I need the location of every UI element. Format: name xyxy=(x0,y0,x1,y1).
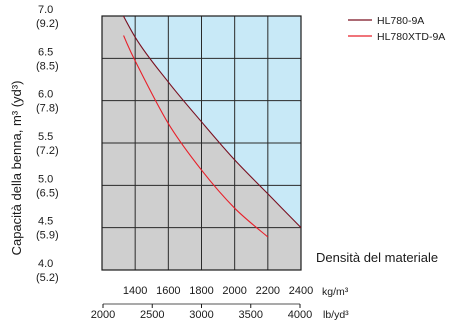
x-axis-ticks-primary: 1400 1600 1800 2000 2200 2400 xyxy=(123,285,313,297)
y-tick-label: 6.0 xyxy=(38,89,53,101)
y-tick-label-imperial: (9.2) xyxy=(36,18,59,30)
x-axis-title: Densità del materiale xyxy=(316,250,438,265)
y-tick-label-imperial: (5.9) xyxy=(36,230,59,242)
x-tick-label-metric: 2000 xyxy=(222,285,246,297)
x-unit-secondary: lb/yd³ xyxy=(323,309,349,321)
x-tick-label-imperial: 3500 xyxy=(239,309,263,321)
y-tick-label: 5.5 xyxy=(38,131,53,143)
x-tick-label-metric: 1600 xyxy=(156,285,180,297)
x-tick-label-imperial: 2000 xyxy=(91,309,115,321)
x-tick-label-imperial: 4000 xyxy=(288,309,312,321)
x-tick-label-metric: 2200 xyxy=(256,285,280,297)
y-tick-label: 6.5 xyxy=(38,46,53,58)
y-axis-ticks: 7.0 (9.2) 6.5 (8.5) 6.0 (7.8) 5.5 (7.2) 5.0 (6.5)… xyxy=(36,4,59,284)
x-tick-label-metric: 1400 xyxy=(123,285,147,297)
x-axis-ticks-secondary: 2000 2500 3000 3500 4000 xyxy=(91,303,312,321)
y-tick-label: 4.0 xyxy=(38,258,53,270)
legend-label: HL780-9A xyxy=(377,15,424,27)
x-tick-label-imperial: 2500 xyxy=(140,309,164,321)
legend: HL780-9A HL780XTD-9A xyxy=(348,15,445,43)
y-tick-label: 7.0 xyxy=(38,4,53,16)
y-tick-label-imperial: (7.2) xyxy=(36,145,59,157)
y-tick-label-imperial: (6.5) xyxy=(36,187,59,199)
y-tick-label-imperial: (8.5) xyxy=(36,60,59,72)
legend-label: HL780XTD-9A xyxy=(377,31,445,43)
series-line-hl780xtd-9a xyxy=(123,35,269,238)
x-tick-label-metric: 2400 xyxy=(289,285,313,297)
y-axis-title: Capacità della benna, m³ (yd³) xyxy=(9,81,24,256)
series-layer xyxy=(122,16,301,238)
y-tick-label-imperial: (7.8) xyxy=(36,103,59,115)
y-tick-label: 5.0 xyxy=(38,173,53,185)
series-line-hl780-9a xyxy=(122,16,301,229)
x-tick-label-imperial: 3000 xyxy=(189,309,213,321)
y-tick-label-imperial: (5.2) xyxy=(36,272,59,284)
x-unit-primary: kg/m³ xyxy=(322,286,349,298)
x-tick-label-metric: 1800 xyxy=(189,285,213,297)
plot-frame xyxy=(101,15,302,271)
y-tick-label: 4.5 xyxy=(38,216,53,228)
